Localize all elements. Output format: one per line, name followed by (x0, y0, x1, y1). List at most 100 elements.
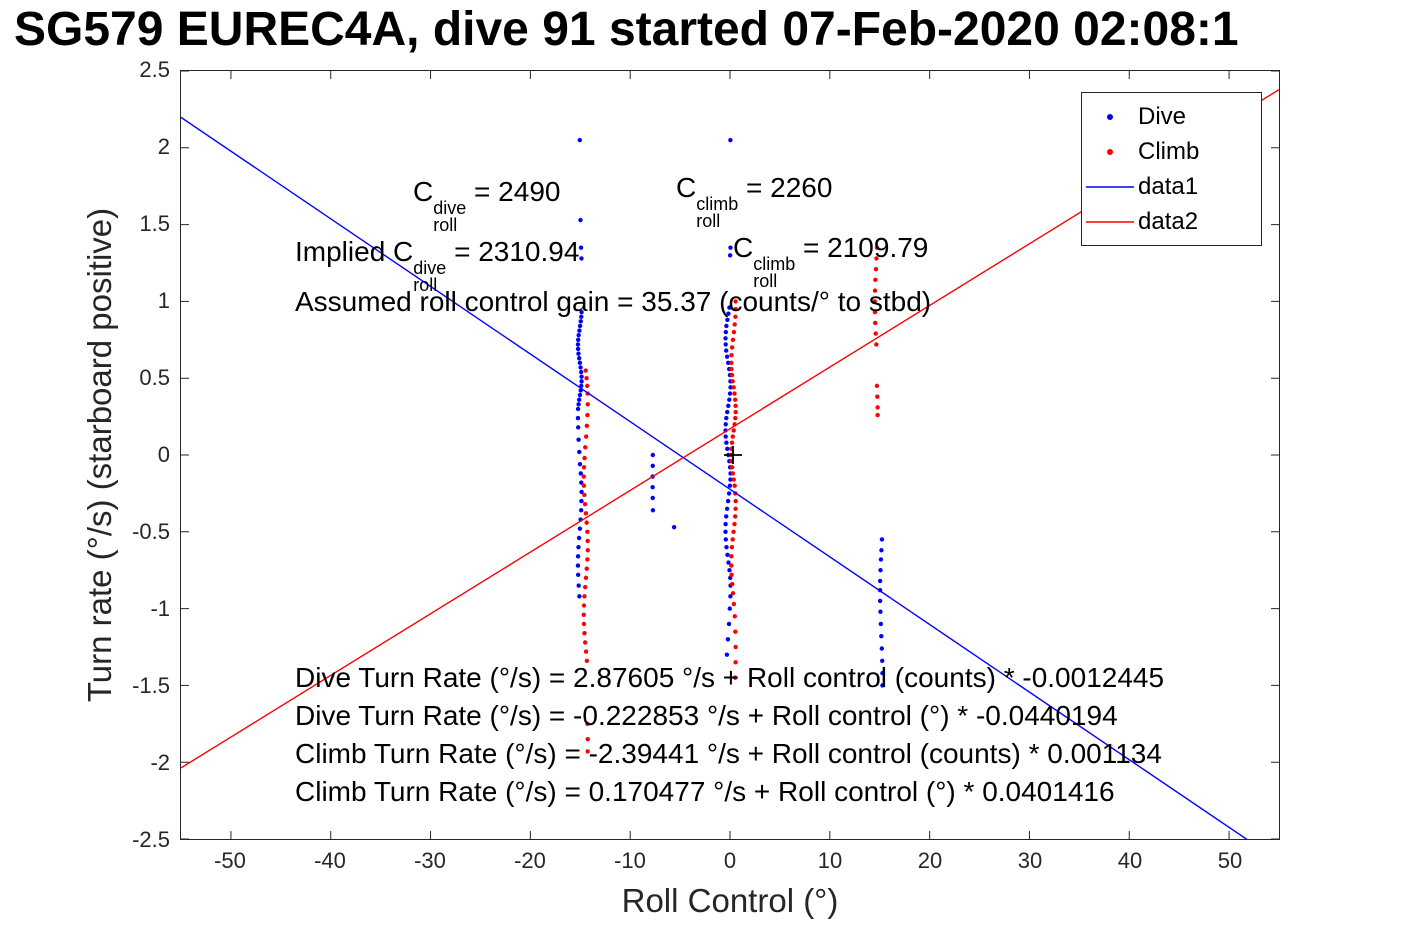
dive-data-point (579, 314, 584, 319)
dive-data-point (576, 333, 581, 338)
climb-data-point (585, 538, 590, 544)
annotation-climb-fit-degrees: Climb Turn Rate (°/s) = 0.170477 °/s + R… (295, 776, 1115, 807)
dive-data-point (725, 637, 731, 642)
climb-data-point (729, 572, 734, 577)
annotation-text: C (733, 232, 754, 263)
dive-data-point (576, 351, 581, 356)
dive-data-point (877, 578, 883, 584)
annotation-text: Implied C (295, 236, 414, 267)
dive-data-point (575, 342, 581, 347)
climb-data-point (729, 372, 735, 378)
dive-data-point (575, 563, 581, 568)
climb-data-point (585, 557, 590, 562)
y-tick-label: -1.5 (132, 673, 170, 698)
climb-data-point (872, 299, 878, 304)
x-tick-label: 10 (817, 848, 843, 873)
climb-data-point (731, 385, 736, 390)
x-tick-label: 0 (723, 848, 737, 873)
subscript: roll (696, 211, 721, 232)
climb-data-point (583, 368, 588, 373)
dive-data-point (727, 305, 732, 310)
climb-data-point (732, 391, 737, 396)
climb-data-point (584, 520, 589, 525)
dive-data-point (724, 348, 729, 353)
annotation-text: = 2260 (738, 172, 833, 203)
dive-data-point (728, 385, 733, 390)
dive-data-point (725, 317, 730, 323)
climb-data-point (729, 360, 734, 366)
subscript: roll (433, 215, 458, 236)
dive-data-point (579, 256, 584, 261)
y-tick-label: -1 (150, 596, 170, 621)
dive-data-point (577, 137, 582, 143)
dive-data-point (727, 483, 733, 488)
climb-data-point (733, 314, 738, 319)
dive-data-point (726, 311, 731, 316)
superscript: dive (433, 198, 467, 218)
dive-data-point (575, 406, 581, 412)
climb-data-point (872, 309, 878, 315)
dive-data-point (726, 360, 731, 366)
x-tick-label: -20 (514, 848, 546, 873)
climb-data-point (585, 412, 590, 418)
dive-data-point (878, 609, 883, 614)
dive-data-point (578, 365, 583, 370)
climb-data-point (729, 563, 734, 568)
climb-data-point (585, 736, 590, 742)
annotation-roll-gain: Assumed roll control gain = 35.37 (count… (295, 286, 932, 317)
dive-data-point (725, 498, 731, 504)
climb-data-point (872, 288, 878, 293)
sup-sub-group: dive roll (433, 198, 467, 236)
y-tick-label: 1.5 (139, 211, 170, 236)
climb-data-point (581, 474, 586, 479)
climb-data-point (875, 405, 880, 410)
dive-data-point (880, 658, 885, 664)
legend-entry-data1: data1 (1082, 169, 1261, 204)
dive-data-point (578, 319, 583, 324)
dive-data-point (577, 526, 583, 531)
climb-data-point (730, 337, 736, 342)
dive-data-point (576, 437, 581, 442)
climb-data-point (875, 412, 880, 418)
climb-data-point (731, 428, 736, 433)
climb-data-point (732, 514, 738, 519)
dive-data-point (724, 354, 730, 359)
climb-data-point (874, 383, 880, 389)
climb-data-point (733, 629, 738, 634)
dive-data-point (878, 568, 883, 573)
y-tick-label: 2 (157, 134, 170, 159)
dive-data-point (725, 446, 730, 452)
dive-data-point (723, 434, 728, 439)
climb-data-point (733, 644, 738, 650)
climb-data-point (583, 434, 589, 439)
dive-data-point (578, 508, 584, 513)
climb-data-point (731, 601, 737, 607)
climb-data-point (582, 630, 587, 636)
dive-data-point (728, 477, 733, 482)
annotation-text: C (413, 176, 434, 207)
climb-data-point (581, 465, 587, 470)
dive-data-point (671, 525, 677, 530)
climb-data-point (729, 440, 735, 445)
dive-data-point (724, 514, 729, 519)
annotation-dive-fit-degrees: Dive Turn Rate (°/s) = -0.222853 °/s + R… (295, 700, 1118, 731)
dive-data-point (878, 557, 884, 562)
climb-data-point (732, 322, 737, 327)
fit-line-data1 (181, 116, 1248, 839)
climb-data-point (582, 640, 588, 645)
sup-sub-group: dive roll (413, 259, 446, 294)
dive-data-point (724, 652, 730, 657)
dive-data-point (577, 461, 583, 467)
axis-tick-marks (181, 71, 1279, 839)
climb-data-point (874, 256, 879, 261)
dive-data-point (650, 485, 655, 490)
climb-data-point (732, 397, 738, 402)
climb-data-point (733, 409, 738, 415)
dive-data-point (725, 552, 730, 558)
figure-title: SG579 EUREC4A, dive 91 started 07-Feb-20… (14, 3, 1239, 56)
dive-data-point (724, 415, 729, 421)
dive-data-point (576, 397, 582, 402)
y-tick-label: 0 (157, 442, 170, 467)
